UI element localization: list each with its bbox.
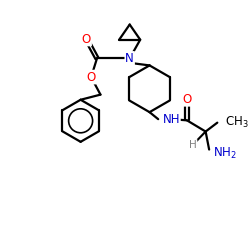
Text: H: H xyxy=(189,140,197,150)
Text: O: O xyxy=(82,32,91,46)
Text: N: N xyxy=(125,52,134,65)
Text: NH: NH xyxy=(162,113,180,126)
Text: O: O xyxy=(182,93,192,106)
Text: CH$_3$: CH$_3$ xyxy=(226,115,249,130)
Text: O: O xyxy=(86,70,96,84)
Text: NH$_2$: NH$_2$ xyxy=(213,146,236,160)
